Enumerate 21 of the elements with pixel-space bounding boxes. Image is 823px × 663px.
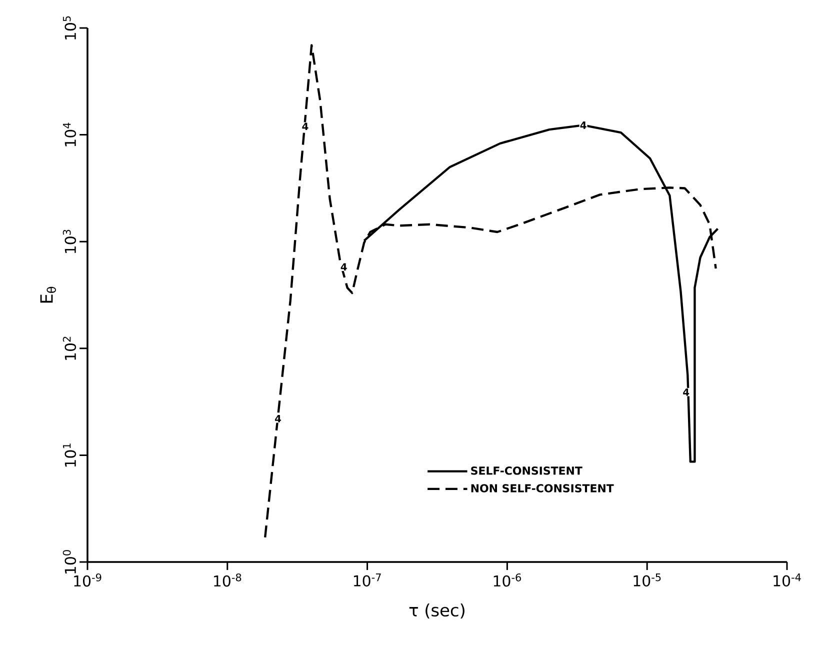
y-tick-label: 10$^{2}$ <box>62 336 76 360</box>
x-tick-label: 10$^{-4}$ <box>774 573 801 587</box>
y-tick-label: 10$^{5}$ <box>63 16 76 40</box>
y-tick-label: 10$^{3}$ <box>62 230 76 254</box>
y-tick-label: 10$^{0}$ <box>62 550 76 574</box>
annotation: 4 <box>683 388 690 396</box>
x-tick-label: 10$^{-8}$ <box>214 573 242 587</box>
x-tick-label: 10$^{-7}$ <box>354 573 381 587</box>
annotation: 4 <box>274 414 282 422</box>
y-tick-label: 10$^{1}$ <box>63 444 76 467</box>
x-tick-label: 10$^{-5}$ <box>634 573 661 587</box>
x-tick-label: 10$^{-9}$ <box>74 573 102 587</box>
legend-label: NON SELF-CONSISTENT <box>471 484 614 492</box>
y-axis-title: E$_{θ}$ <box>40 286 56 303</box>
x-tick-label: 10$^{-6}$ <box>494 573 521 587</box>
legend-label: SELF-CONSISTENT <box>471 466 582 475</box>
annotation: 4 <box>580 122 586 129</box>
y-tick-label: 10$^{4}$ <box>63 122 76 146</box>
x-axis-title: τ (sec) <box>409 603 464 619</box>
annotation: 4 <box>340 263 347 270</box>
annotation: 4 <box>302 122 308 130</box>
